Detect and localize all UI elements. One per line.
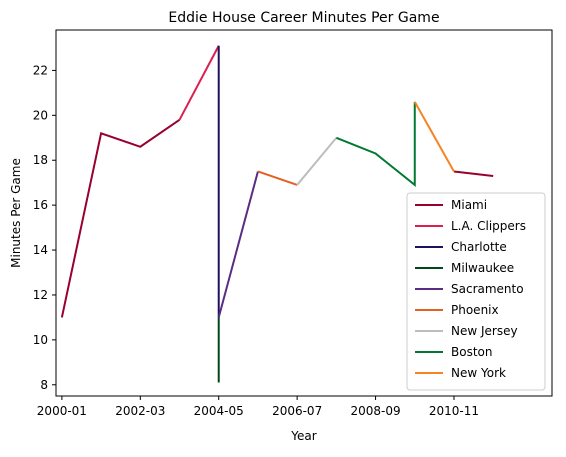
legend-label-milwaukee: Milwaukee <box>451 261 514 275</box>
y-axis: 8 10 12 14 16 18 20 22 <box>33 63 56 391</box>
y-tick-label: 8 <box>40 378 48 392</box>
x-axis-label: Year <box>290 429 316 443</box>
y-tick-label: 18 <box>33 153 48 167</box>
series-line-miami <box>62 120 180 318</box>
legend-label-sacramento: Sacramento <box>451 282 524 296</box>
series-line-new-jersey <box>297 138 336 185</box>
legend-label-miami: Miami <box>451 198 487 212</box>
chart-title: Eddie House Career Minutes Per Game <box>168 10 439 26</box>
series-line-phoenix <box>258 171 297 184</box>
y-tick-label: 14 <box>33 243 48 257</box>
y-tick-label: 16 <box>33 198 48 212</box>
y-tick-label: 12 <box>33 288 48 302</box>
legend-label-boston: Boston <box>451 345 492 359</box>
legend-label-new-york: New York <box>451 366 506 380</box>
x-tick-label: 2008-09 <box>350 404 400 418</box>
legend-label-l-a-clippers: L.A. Clippers <box>451 219 526 233</box>
legend-label-new-jersey: New Jersey <box>451 324 518 338</box>
series-line-l-a-clippers <box>180 46 219 120</box>
series-line-new-york <box>415 102 454 172</box>
x-axis: 2000-01 2002-03 2004-05 2006-07 2008-09 2010-… <box>37 396 479 418</box>
x-tick-label: 2002-03 <box>115 404 165 418</box>
legend-label-phoenix: Phoenix <box>451 303 499 317</box>
series-line-sacramento <box>219 171 258 317</box>
y-tick-label: 22 <box>33 63 48 77</box>
x-tick-label: 2010-11 <box>429 404 479 418</box>
legend: Miami L.A. Clippers Charlotte Milwaukee Sacr… <box>407 193 545 390</box>
x-tick-label: 2006-07 <box>272 404 322 418</box>
x-tick-label: 2000-01 <box>37 404 87 418</box>
x-tick-label: 2004-05 <box>194 404 244 418</box>
series-line-miami-2 <box>454 171 493 175</box>
y-tick-label: 20 <box>33 108 48 122</box>
series-line-boston <box>336 102 414 185</box>
y-tick-label: 10 <box>33 333 48 347</box>
y-axis-label: Minutes Per Game <box>9 158 23 268</box>
legend-label-charlotte: Charlotte <box>451 240 507 254</box>
